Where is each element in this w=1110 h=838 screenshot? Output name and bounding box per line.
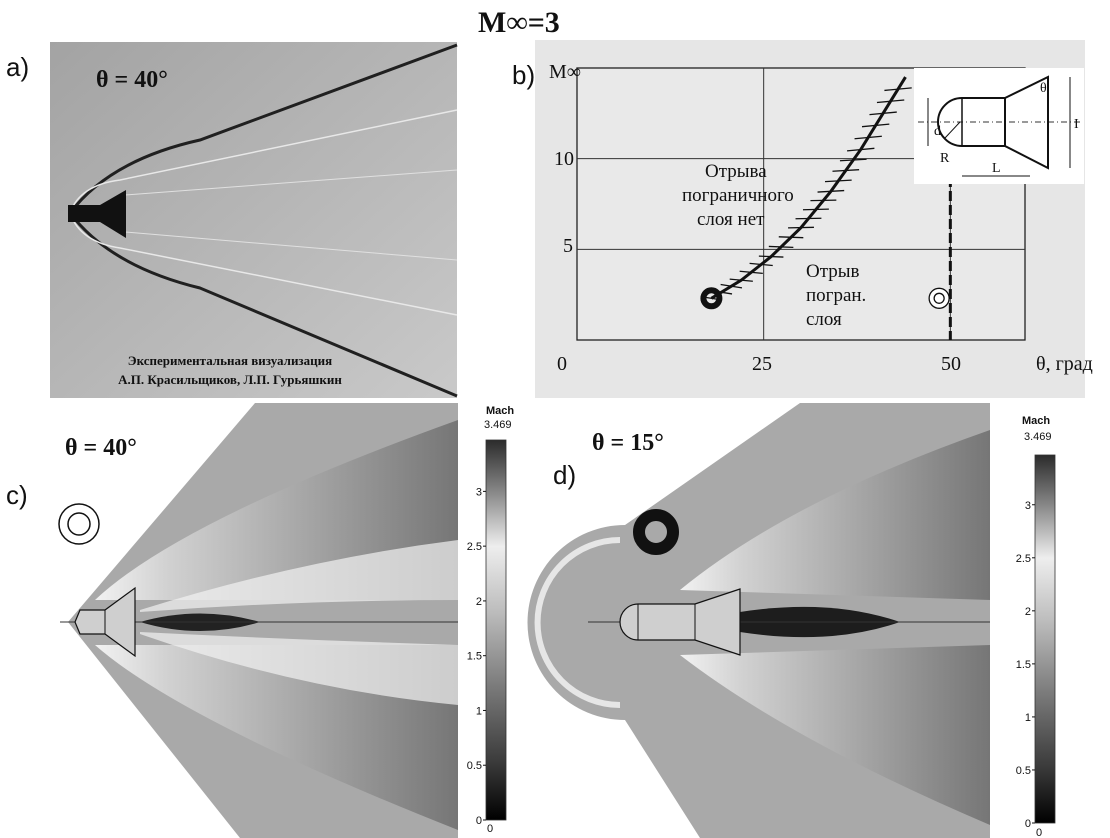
colorbar-d-tick-5: 0.5: [1016, 765, 1031, 777]
panel-d-theta: θ = 15°: [592, 430, 664, 456]
colorbar-c-tick-0: 3: [476, 486, 482, 498]
chart-hatch-8: [778, 236, 804, 239]
colorbar-d-tick-0: 3: [1025, 500, 1031, 512]
chart-y-tick-10: 10: [554, 148, 574, 170]
chart-hatch-18: [854, 135, 882, 140]
colorbar-d-tick-6: 0: [1025, 818, 1031, 830]
chart-hatch-3: [729, 278, 753, 282]
chart-hatch-22: [884, 87, 912, 92]
panel-c-label: c): [6, 480, 28, 510]
sketch-theta: θ: [1040, 81, 1047, 96]
colorbar-d-min: 0: [1036, 827, 1042, 838]
colorbar-d-tick-2: 2: [1025, 606, 1031, 618]
chart-point-open-ring-inner: [933, 292, 945, 304]
chart-y-tick-0: 0: [557, 353, 567, 375]
chart-hatch-6: [758, 255, 784, 258]
filled-ring-marker-d: [633, 509, 679, 555]
chart-y-tick-5: 5: [563, 235, 573, 257]
panel-b-label: b): [512, 60, 536, 90]
region-no-sep-2: пограничного: [682, 185, 794, 206]
panel-d-label: d): [553, 460, 577, 490]
region-no-sep-1: Отрыва: [705, 161, 767, 182]
chart-hatch-12: [810, 199, 837, 202]
panel-c-theta: θ = 40°: [65, 435, 137, 461]
panel-a-theta: θ = 40°: [96, 67, 168, 93]
region-no-sep-3: слоя нет: [697, 209, 765, 230]
chart-marks: [577, 68, 1025, 340]
colorbar-c: [485, 439, 507, 821]
colorbar-c-tick-2: 2: [476, 596, 482, 608]
colorbar-c-title: Mach: [486, 405, 514, 417]
panel-a-label: a): [6, 52, 30, 82]
colorbar-d: [1034, 454, 1056, 824]
chart-hatch-9: [788, 226, 814, 229]
colorbar-d-tick-4: 1: [1025, 712, 1031, 724]
chart-x-tick-25: 25: [752, 353, 772, 375]
sketch-I: I: [1074, 117, 1079, 132]
panel-d-field: [527, 400, 998, 838]
sketch-L: L: [992, 161, 1001, 176]
panel-a-photo: [50, 42, 458, 398]
region-sep-3: слоя: [806, 309, 842, 330]
colorbar-d-tick-1: 2.5: [1016, 553, 1031, 565]
chart-hatch-2: [720, 283, 743, 289]
chart-x-tick-50: 50: [941, 353, 961, 375]
chart-hatch-7: [768, 245, 794, 249]
chart-hatch-16: [839, 158, 867, 162]
colorbar-c-tick-4: 1: [476, 705, 482, 717]
sketch-d: d: [934, 124, 941, 139]
chart-hatch-15: [832, 169, 860, 172]
chart-hatch-20: [869, 111, 897, 116]
chart-hatch-10: [795, 217, 822, 220]
region-sep-1: Отрыв: [806, 261, 860, 282]
chart-hatch-19: [861, 123, 890, 128]
chart-x-axis-label: θ, град: [1036, 353, 1093, 375]
region-sep-2: погран.: [806, 285, 866, 306]
chart-hatch-13: [817, 189, 845, 193]
chart-hatch-5: [749, 262, 773, 267]
chart-hatch-4: [739, 270, 763, 275]
panel-a-credit-2: А.П. Красильщиков, Л.П. Гурьяшкин: [118, 372, 342, 387]
chart-y-axis-label: M∞: [549, 61, 581, 83]
open-ring-marker-c: [58, 503, 100, 545]
main-title: M∞=3: [478, 6, 560, 39]
body-sketch: [914, 68, 1084, 184]
colorbar-ticks: 3 2.5 2 1.5 1 0.5 0 3 2.5 2 1.5 1 0.5 0: [467, 486, 1035, 830]
colorbar-d-tick-3: 1.5: [1016, 659, 1031, 671]
colorbar-c-tick-3: 1.5: [467, 651, 482, 663]
chart-point-filled-ring: [700, 287, 723, 310]
colorbar-c-tick-1: 2.5: [467, 541, 482, 553]
chart-hatch-21: [876, 99, 905, 104]
chart-hatch-17: [847, 147, 875, 152]
panel-c-field: [0, 400, 458, 838]
colorbar-c-tick-5: 0.5: [467, 760, 482, 772]
chart-point-open-ring: [928, 287, 950, 309]
chart-hatch-11: [802, 208, 829, 211]
colorbar-c-min: 0: [487, 823, 493, 835]
sketch-R: R: [940, 151, 950, 166]
colorbar-c-max: 3.469: [484, 419, 512, 431]
colorbar-d-title: Mach: [1022, 415, 1050, 427]
colorbar-d-max: 3.469: [1024, 431, 1052, 443]
chart-hatch-14: [824, 179, 852, 183]
panel-a-credit-1: Экспериментальная визуализация: [128, 353, 332, 368]
colorbar-c-tick-6: 0: [476, 815, 482, 827]
